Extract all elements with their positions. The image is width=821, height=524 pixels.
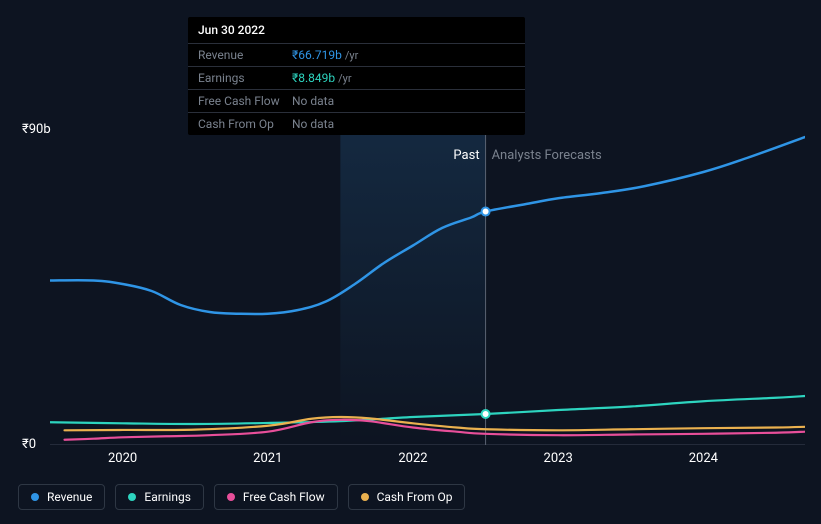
- hover-marker-revenue: [482, 208, 490, 216]
- tooltip-row: Cash From OpNo data: [188, 112, 525, 135]
- legend-dot-icon: [227, 493, 235, 501]
- tooltip-row: Revenue₹66.719b/yr: [188, 43, 525, 66]
- y-axis-label: ₹90b: [22, 122, 51, 137]
- tooltip-label: Revenue: [198, 48, 292, 62]
- tooltip-label: Earnings: [198, 71, 292, 85]
- legend-fcf[interactable]: Free Cash Flow: [214, 484, 338, 510]
- chart-legend: Revenue Earnings Free Cash Flow Cash From O…: [18, 484, 465, 510]
- x-axis-label: 2020: [108, 451, 137, 466]
- tooltip-value: No data: [292, 94, 334, 108]
- tooltip-value: ₹8.849b/yr: [292, 71, 352, 85]
- legend-label: Earnings: [144, 490, 191, 504]
- legend-cfo[interactable]: Cash From Op: [348, 484, 466, 510]
- region-past-label: Past: [453, 148, 479, 163]
- tooltip-row: Free Cash FlowNo data: [188, 89, 525, 112]
- legend-label: Free Cash Flow: [243, 490, 325, 504]
- legend-dot-icon: [361, 493, 369, 501]
- region-forecast-label: Analysts Forecasts: [492, 148, 602, 163]
- chart-tooltip: Jun 30 2022 Revenue₹66.719b/yrEarnings₹8…: [188, 17, 525, 135]
- chart-svg: [50, 130, 805, 445]
- tooltip-label: Free Cash Flow: [198, 94, 292, 108]
- legend-dot-icon: [31, 493, 39, 501]
- y-axis-label: ₹0: [22, 437, 36, 452]
- tooltip-value: ₹66.719b/yr: [292, 48, 358, 62]
- x-axis-label: 2023: [544, 451, 573, 466]
- x-axis-label: 2021: [253, 451, 282, 466]
- x-axis-label: 2024: [689, 451, 718, 466]
- x-axis-label: 2022: [398, 451, 427, 466]
- legend-label: Revenue: [47, 490, 92, 504]
- legend-earnings[interactable]: Earnings: [115, 484, 204, 510]
- tooltip-date: Jun 30 2022: [188, 17, 525, 43]
- hover-marker-earnings: [482, 410, 490, 418]
- tooltip-value: No data: [292, 117, 334, 131]
- earnings-revenue-chart: [50, 130, 805, 445]
- legend-label: Cash From Op: [377, 490, 453, 504]
- legend-dot-icon: [128, 493, 136, 501]
- legend-revenue[interactable]: Revenue: [18, 484, 105, 510]
- tooltip-label: Cash From Op: [198, 117, 292, 131]
- tooltip-row: Earnings₹8.849b/yr: [188, 66, 525, 89]
